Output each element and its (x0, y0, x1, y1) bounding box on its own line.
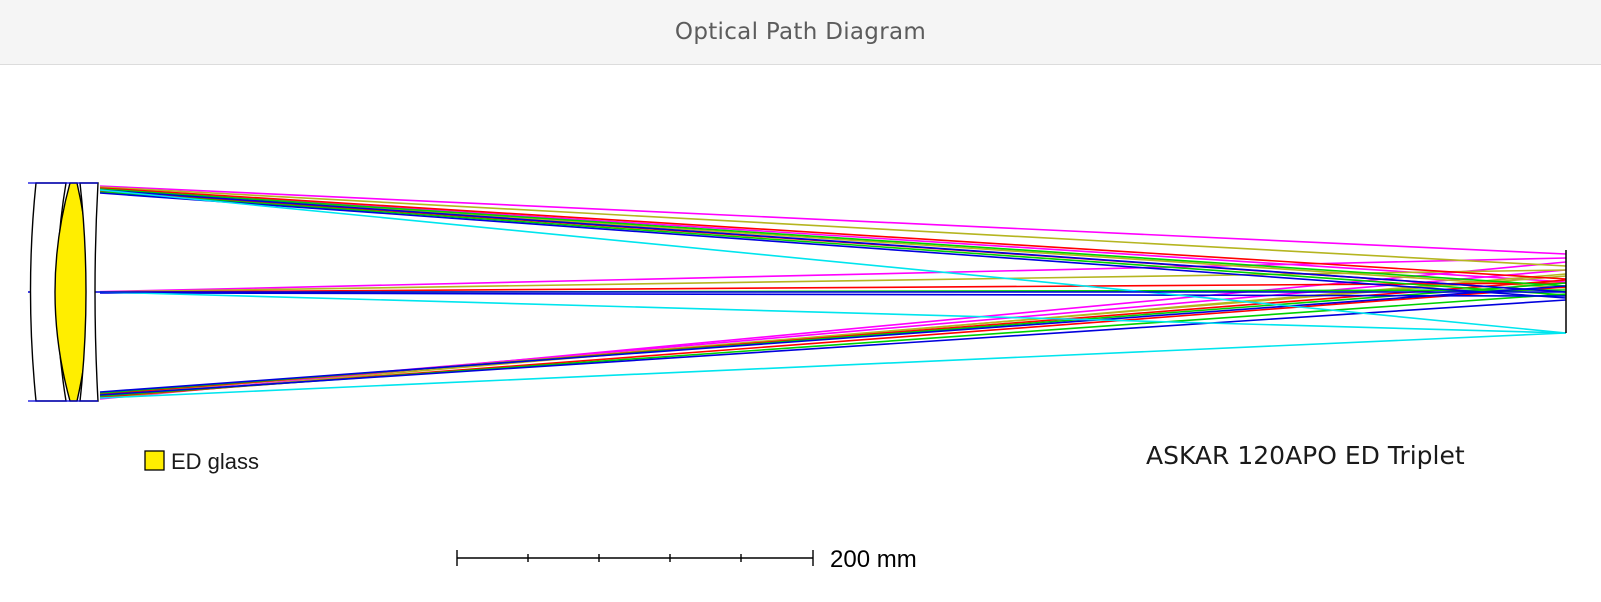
ray-red (99, 282, 1567, 294)
ray-blue (99, 299, 1567, 396)
ray-blue (99, 292, 1567, 297)
legend: ED glass (144, 449, 259, 474)
ed-glass-swatch (144, 450, 165, 471)
ray-cyan (99, 332, 1567, 399)
lens-group (28, 182, 99, 402)
ray-green (99, 191, 1567, 296)
scale-bar (456, 550, 814, 566)
ed-glass-label: ED glass (171, 449, 259, 474)
ray-blue (99, 189, 1567, 293)
ray-blue (99, 285, 1567, 393)
ray-olive (99, 186, 1567, 267)
ray-green (99, 188, 1567, 287)
ray-red (99, 187, 1567, 280)
page-title: Optical Path Diagram (674, 19, 927, 45)
ray-blue (99, 192, 1567, 299)
header-bar: Optical Path Diagram (0, 0, 1601, 65)
ray-magenta (99, 185, 1567, 255)
ray-olive (99, 269, 1567, 293)
ray-cyan (99, 189, 1567, 334)
scale-bar-label: 200 mm (830, 546, 917, 573)
ray-cyan (99, 291, 1567, 334)
ray-magenta (99, 257, 1567, 293)
lens-model-label: ASKAR 120APO ED Triplet (1146, 441, 1465, 470)
